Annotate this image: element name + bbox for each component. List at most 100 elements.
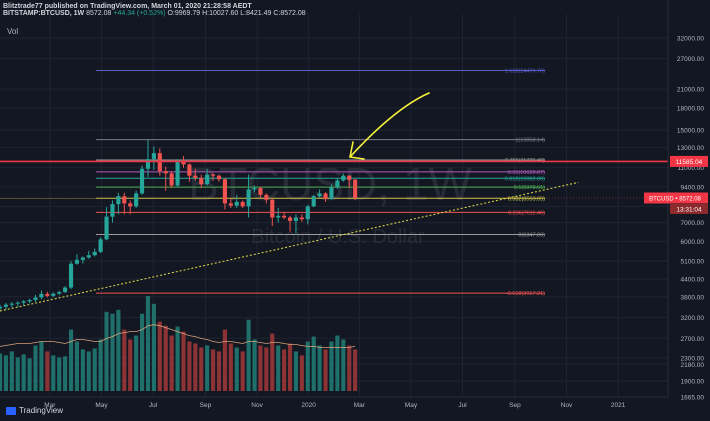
candle-body <box>169 173 174 186</box>
x-tick-label: May <box>405 402 418 409</box>
volume-bar <box>33 345 38 391</box>
x-tick-label: 2021 <box>611 402 626 409</box>
y-tick-label: 13000.00 <box>677 145 704 152</box>
y-tick-label: 27000.00 <box>677 56 704 63</box>
volume-bar <box>211 349 216 391</box>
volume-bar <box>252 339 257 391</box>
x-tick-label: Mar <box>354 402 366 409</box>
y-tick-label: 5100.00 <box>681 259 705 266</box>
volume-bar <box>258 345 263 391</box>
candle-body <box>122 196 127 204</box>
candle-body <box>33 297 38 301</box>
candle-body <box>299 217 304 220</box>
candle-body <box>264 194 269 200</box>
volume-bar <box>347 345 352 391</box>
volume-bar <box>0 353 3 391</box>
candle-body <box>317 193 322 197</box>
candle-body <box>216 175 222 180</box>
annotation-arrow-head <box>349 141 365 160</box>
y-tick-label: 7000.00 <box>681 220 705 227</box>
current-price-tag: BTCUSD • 8572.08 <box>649 196 701 202</box>
y-tick-label: 32000.00 <box>677 36 704 43</box>
candle-body <box>270 199 275 218</box>
x-tick-label: Nov <box>561 402 573 409</box>
fib-level-label: 1.618(24479.70) <box>505 69 546 75</box>
volume-bar <box>228 343 233 391</box>
candle-body <box>57 292 62 294</box>
x-tick-label: Sep <box>509 402 521 409</box>
x-tick-label: Jul <box>458 402 467 409</box>
y-tick-label: 15000.00 <box>677 128 704 135</box>
volume-bar <box>80 349 85 391</box>
resistance-price-tag: 11585.04 <box>676 159 703 166</box>
volume-bar <box>246 319 251 391</box>
x-tick-label: Jul <box>149 402 158 409</box>
candles <box>0 139 358 311</box>
tradingview-logo[interactable]: TradingView <box>6 406 63 415</box>
y-tick-label: 2300.00 <box>681 355 705 362</box>
drawings[interactable] <box>0 92 668 312</box>
candle-body <box>187 164 192 176</box>
volume-bar <box>145 295 151 391</box>
candle-body <box>92 251 97 256</box>
candle-body <box>341 175 346 181</box>
y-tick-label: 11000.00 <box>677 165 704 172</box>
y-tick-label: 3200.00 <box>681 315 705 322</box>
price-change: +44.34 (+0.52%) <box>113 10 166 17</box>
volume-bar <box>68 329 74 391</box>
y-tick-label: 1665.00 <box>681 395 705 402</box>
fib-level-label: 0.236(7611.46) <box>508 210 545 216</box>
volume-bar <box>157 321 162 391</box>
volume-bar <box>323 349 328 391</box>
chart-header: Blitztrade77 published on TradingView.co… <box>3 3 306 17</box>
x-tick-label: Mar <box>44 402 56 409</box>
y-tick-label: 18000.00 <box>677 105 704 112</box>
watermark-ticker: BTCUSD, 1W <box>188 158 472 210</box>
volume-bar <box>51 355 56 391</box>
resistance-price-tag-bg <box>670 155 708 167</box>
watermark-description: Bitcoin / U.S. Dollar <box>251 226 425 248</box>
fib-level-label: -0.618(3917.21) <box>506 291 545 297</box>
fib-retracement[interactable]: 1.618(24479.70)1(13858.14)0.786(11725.48… <box>0 69 545 298</box>
candle-body <box>222 179 227 204</box>
fib-level-label: 0.618(10082.86) <box>505 176 546 182</box>
volume-bar <box>293 351 299 391</box>
ohlc-values: O:9969.79 H:10027.60 L:8421.49 C:8572.08 <box>167 10 306 17</box>
countdown-tag-bg <box>670 203 708 214</box>
symbol[interactable]: BITSTAMP:BTCUSD, 1W <box>3 10 85 17</box>
fib-level-label: 1(13858.14) <box>515 138 545 144</box>
volume-bar <box>205 345 210 391</box>
volume-bar <box>276 345 281 391</box>
volume-bar <box>341 339 346 391</box>
volume-label: Vol <box>7 27 19 36</box>
candle-body <box>347 175 352 180</box>
candle-body <box>3 304 8 307</box>
volume-bar <box>86 351 91 391</box>
volume-bar <box>335 335 340 391</box>
candle-body <box>21 301 26 303</box>
candle-body <box>246 189 251 207</box>
y-tick-label: 1900.00 <box>681 378 705 385</box>
volume-bar <box>305 341 310 391</box>
axes: 32000.00 27000.00 21000.00 18000.00 15000.00… <box>0 0 708 409</box>
volume-bar <box>39 341 44 391</box>
fib-level-label: 0(6347.06) <box>518 232 545 238</box>
candle-body <box>163 171 168 174</box>
candle-body <box>353 179 358 198</box>
volume-bar <box>299 355 304 391</box>
volume-bar <box>9 351 14 391</box>
ascending-trendline <box>0 181 579 312</box>
x-tick-label: Sep <box>200 402 212 409</box>
candle-body <box>240 201 245 207</box>
candle-body <box>0 306 3 309</box>
volume-bar <box>57 357 62 391</box>
candle-body <box>252 188 257 190</box>
candle-body <box>329 187 334 200</box>
fib-level-label: 0.5(9378.61) <box>514 185 545 191</box>
volume-bar <box>175 326 180 391</box>
volume-bar <box>110 313 115 391</box>
candle-body <box>305 206 310 220</box>
candle-body <box>193 175 198 179</box>
volume-bar <box>122 329 127 391</box>
